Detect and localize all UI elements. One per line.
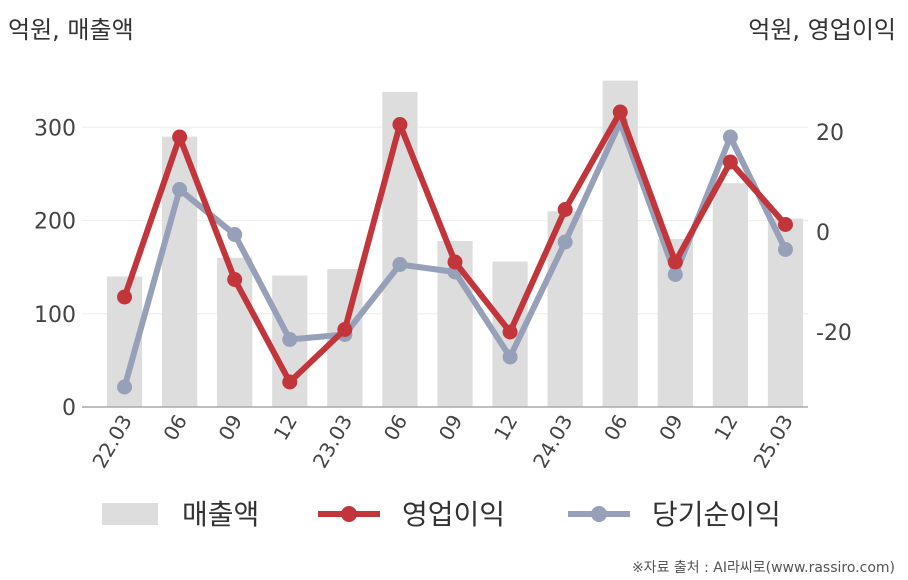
legend-swatch-point — [591, 506, 607, 522]
legend-swatch-bar — [102, 503, 158, 525]
legend-swatch-point — [341, 506, 357, 522]
series-point — [282, 332, 298, 347]
x-tick-label: 06 — [599, 411, 633, 445]
x-tick-label: 12 — [489, 411, 523, 445]
right-tick-label: -20 — [816, 321, 852, 346]
series-point — [667, 267, 683, 282]
x-tick-label: 12 — [709, 411, 743, 445]
series-point — [502, 324, 518, 340]
x-tick-label: 25.03 — [748, 411, 797, 473]
series-point — [722, 154, 738, 170]
series-point — [447, 254, 463, 270]
x-tick-label: 22.03 — [87, 411, 136, 473]
left-tick-label: 200 — [34, 210, 76, 235]
right-tick-label: 20 — [816, 121, 844, 146]
bar — [382, 91, 418, 408]
series-point — [117, 289, 133, 305]
series-point — [392, 257, 408, 272]
series-point — [612, 104, 628, 120]
series-point — [722, 129, 738, 145]
x-tick-label: 06 — [379, 411, 413, 445]
legend-label: 당기순이익 — [652, 498, 781, 531]
left-tick-label: 300 — [34, 116, 76, 141]
series-point — [557, 202, 573, 217]
series-point — [337, 322, 353, 337]
x-tick-label: 09 — [214, 411, 248, 445]
legend-label: 매출액 — [182, 498, 259, 531]
lines — [117, 104, 793, 395]
x-tick-label: 12 — [269, 411, 303, 445]
series-point — [172, 182, 188, 197]
bars — [106, 80, 804, 408]
x-tick-label: 06 — [158, 411, 192, 445]
series-point — [667, 254, 683, 270]
series-point — [172, 129, 188, 145]
left-axis-unit: 억원, 매출액 — [8, 16, 134, 44]
x-tick-label: 09 — [434, 411, 468, 445]
right-tick-label: 0 — [816, 221, 830, 246]
series-point — [227, 227, 243, 242]
bar — [712, 183, 749, 407]
x-ticks: 22.03 06 09 12 23.03 06 09 12 24.03 06 09 12 25.03 — [87, 411, 797, 473]
x-tick-label: 09 — [654, 411, 688, 445]
right-ticks: 20 0 -20 — [816, 121, 852, 346]
series-point — [392, 117, 408, 132]
left-ticks: 0 100 200 300 — [34, 116, 76, 421]
series-point — [227, 272, 243, 287]
series-point — [282, 374, 298, 390]
left-tick-label: 0 — [62, 396, 76, 421]
series-point — [557, 234, 573, 250]
series-point — [502, 349, 518, 365]
right-axis-unit: 억원, 영업이익 — [748, 16, 896, 44]
x-tick-label: 23.03 — [308, 411, 357, 473]
legend-label: 영업이익 — [402, 498, 505, 531]
x-tick-label: 24.03 — [528, 411, 577, 473]
left-tick-label: 100 — [34, 303, 76, 328]
series-point — [117, 379, 133, 395]
series-point — [777, 217, 793, 232]
legend: 매출액 영업이익 당기순이익 — [102, 498, 781, 531]
source-note: ※자료 출처 : AI라씨로(www.rassiro.com) — [632, 560, 895, 576]
bar — [161, 136, 198, 407]
series-point — [777, 242, 793, 257]
